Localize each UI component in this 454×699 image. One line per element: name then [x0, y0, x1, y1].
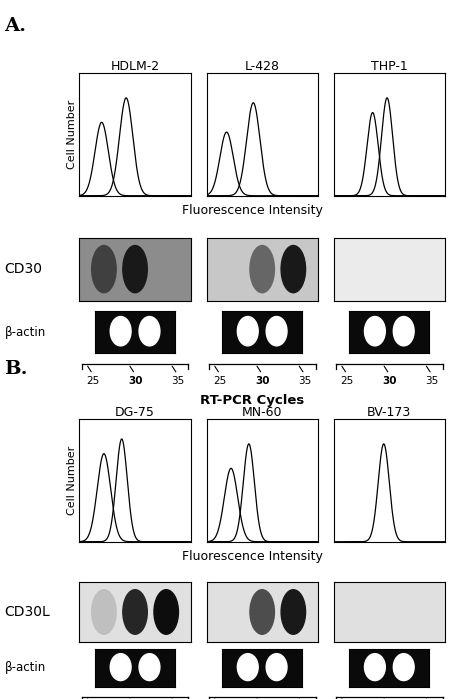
Ellipse shape: [281, 245, 306, 293]
Ellipse shape: [365, 654, 385, 681]
Text: 30: 30: [128, 377, 142, 387]
Ellipse shape: [237, 654, 258, 681]
Ellipse shape: [250, 590, 274, 634]
Ellipse shape: [393, 317, 414, 346]
Text: 25: 25: [86, 377, 99, 387]
Title: DG-75: DG-75: [115, 406, 155, 419]
Y-axis label: Cell Number: Cell Number: [67, 446, 77, 515]
Text: CD30: CD30: [5, 262, 43, 276]
Text: CD30L: CD30L: [5, 605, 50, 619]
Text: 35: 35: [298, 377, 311, 387]
Ellipse shape: [154, 590, 178, 634]
Ellipse shape: [266, 654, 287, 681]
Text: Fluorescence Intensity: Fluorescence Intensity: [182, 204, 322, 217]
Text: 30: 30: [255, 377, 269, 387]
Text: 35: 35: [171, 377, 184, 387]
Text: A.: A.: [5, 17, 26, 36]
Text: 25: 25: [213, 377, 227, 387]
Ellipse shape: [110, 317, 131, 346]
Ellipse shape: [365, 317, 385, 346]
Ellipse shape: [250, 245, 274, 293]
Ellipse shape: [123, 590, 147, 634]
Ellipse shape: [266, 317, 287, 346]
Text: Fluorescence Intensity: Fluorescence Intensity: [182, 550, 322, 563]
Text: B.: B.: [5, 360, 28, 378]
Text: RT-PCR Cycles: RT-PCR Cycles: [200, 394, 304, 407]
Title: THP-1: THP-1: [371, 60, 408, 73]
Y-axis label: Cell Number: Cell Number: [67, 100, 77, 169]
Title: HDLM-2: HDLM-2: [110, 60, 160, 73]
Text: 25: 25: [340, 377, 354, 387]
Title: L-428: L-428: [245, 60, 280, 73]
Ellipse shape: [123, 245, 147, 293]
Ellipse shape: [110, 654, 131, 681]
Text: β-actin: β-actin: [5, 326, 46, 338]
Ellipse shape: [92, 590, 116, 634]
Ellipse shape: [139, 317, 160, 346]
Ellipse shape: [237, 317, 258, 346]
Ellipse shape: [92, 245, 116, 293]
Ellipse shape: [393, 654, 414, 681]
Ellipse shape: [139, 654, 160, 681]
Title: MN-60: MN-60: [242, 406, 282, 419]
Text: 30: 30: [382, 377, 396, 387]
Ellipse shape: [281, 590, 306, 634]
Text: 35: 35: [425, 377, 438, 387]
Text: β-actin: β-actin: [5, 661, 46, 675]
Title: BV-173: BV-173: [367, 406, 411, 419]
